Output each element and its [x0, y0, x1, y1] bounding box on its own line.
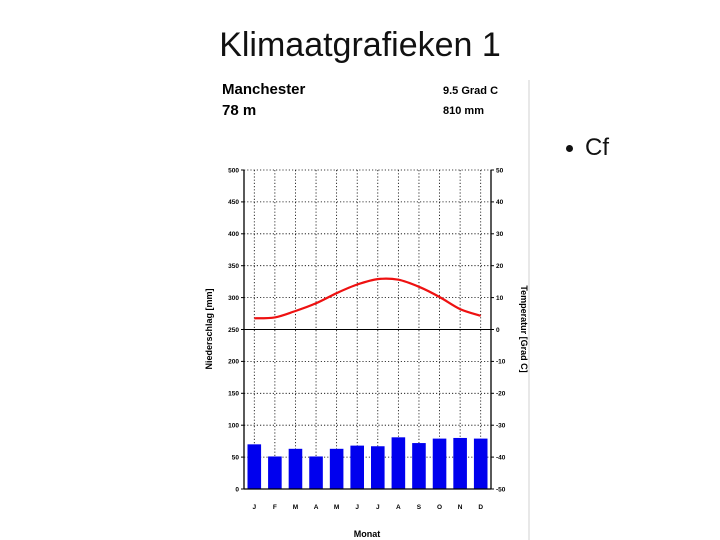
month-label: S	[417, 504, 422, 511]
month-label: A	[314, 504, 319, 511]
left-axis-ticks: 0 50 100 150 200 250 300 350 400 450 500	[228, 167, 244, 493]
right-tick-label: 50	[496, 167, 504, 174]
precipitation-bar	[432, 438, 447, 489]
left-axis-title: Niederschlag [mm]	[204, 288, 214, 369]
bullet-list: Cf	[566, 134, 609, 162]
left-tick-label: 150	[228, 391, 239, 398]
left-tick-label: 0	[235, 486, 239, 493]
left-tick-label: 450	[228, 199, 239, 206]
month-label: M	[293, 504, 298, 511]
right-tick-label: -30	[496, 423, 506, 430]
precipitation-bar	[453, 437, 467, 489]
station-elevation: 78 m	[222, 102, 256, 119]
right-tick-label: 20	[496, 263, 504, 270]
precipitation-bar	[350, 445, 365, 489]
right-tick-label: -40	[496, 454, 506, 461]
precipitation-bar	[268, 456, 282, 489]
right-axis-title: Temperatur [Grad C]	[519, 285, 529, 372]
left-tick-label: 250	[228, 327, 239, 334]
bullet-text: Cf	[585, 134, 609, 161]
month-label: J	[355, 504, 359, 511]
precipitation-bar	[412, 443, 426, 489]
month-label: N	[458, 504, 463, 511]
month-label: O	[437, 504, 442, 511]
station-name: Manchester	[222, 81, 306, 98]
annual-temperature: 9.5 Grad C	[443, 85, 498, 97]
right-tick-label: 10	[496, 295, 504, 302]
precipitation-bar	[391, 437, 406, 489]
left-tick-label: 400	[228, 231, 239, 238]
precipitation-bar	[309, 456, 323, 489]
month-label: J	[252, 504, 256, 511]
bullet-item: Cf	[566, 134, 609, 162]
bullet-dot-icon	[566, 144, 573, 152]
left-tick-label: 300	[228, 295, 239, 302]
month-label: J	[376, 504, 380, 511]
month-label: A	[396, 504, 401, 511]
month-label: D	[478, 504, 483, 511]
right-tick-label: 30	[496, 231, 504, 238]
right-tick-label: 0	[496, 327, 500, 334]
left-tick-label: 350	[228, 263, 239, 270]
right-tick-label: -50	[496, 486, 506, 493]
month-label: F	[273, 504, 277, 511]
grid-lines	[244, 169, 491, 490]
x-axis-title: Monat	[354, 529, 381, 539]
precipitation-bar	[329, 448, 344, 489]
right-tick-label: -20	[496, 391, 506, 398]
left-tick-label: 100	[228, 423, 239, 430]
right-tick-label: 40	[496, 199, 504, 206]
right-tick-label: -10	[496, 359, 506, 366]
annual-precipitation: 810 mm	[443, 105, 484, 117]
month-label: M	[334, 504, 339, 511]
precipitation-bars	[247, 437, 488, 489]
left-tick-label: 50	[232, 454, 240, 461]
precipitation-bar	[370, 446, 385, 489]
right-axis-ticks: -50 -40 -30 -20 -10 0 10 20 30 40 50	[491, 167, 506, 493]
left-tick-label: 500	[228, 167, 239, 174]
precipitation-bar	[288, 448, 303, 489]
temperature-line-group	[254, 277, 482, 320]
left-tick-label: 200	[228, 359, 239, 366]
precipitation-bar	[473, 438, 488, 489]
slide-title: Klimaatgrafieken 1	[219, 26, 501, 64]
precipitation-bar	[247, 444, 262, 489]
temperature-line	[254, 277, 482, 320]
